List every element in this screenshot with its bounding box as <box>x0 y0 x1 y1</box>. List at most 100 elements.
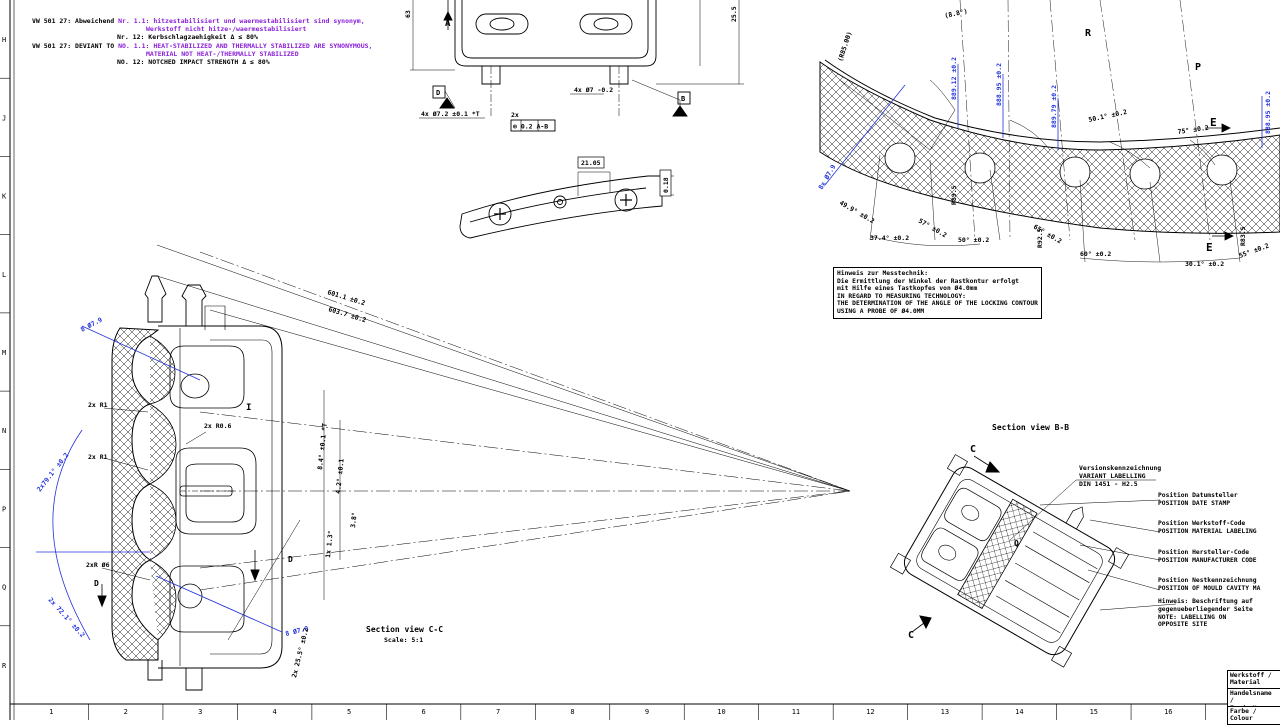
section-cc-scale: Scale: 5:1 <box>384 636 423 644</box>
position-de: Position Datumsteller <box>1158 492 1238 499</box>
hint-line: gegenueberliegender Seite <box>1158 605 1253 613</box>
title-block-material: Werkstoff / Material <box>1228 671 1280 689</box>
zone-letter: Q <box>2 584 6 592</box>
measure-note-line: IN REGARD TO MEASURING TECHNOLOGY: <box>837 292 966 300</box>
column-number: 10 <box>717 708 725 716</box>
dim-889-12: 889.12 ±0.2 <box>950 57 958 100</box>
label-e2: E <box>1206 241 1213 254</box>
dim-r83-5: R83.5 <box>1239 226 1247 246</box>
zone-letter: P <box>2 505 6 513</box>
column-number: 13 <box>941 708 949 716</box>
top-view-labels: 63 25.5 A D B 4x Ø7.2 ±0.1 *T 4x Ø7 -0.2… <box>404 6 738 130</box>
dim-hole-7: 4x Ø7 -0.2 <box>574 86 613 94</box>
label-q: Q <box>1014 539 1019 548</box>
column-number: 5 <box>347 708 351 716</box>
locking-contour-view <box>819 0 1280 263</box>
measure-note-line: USING A PROBE OF Ø4.0MM <box>837 307 925 315</box>
label-b: B <box>681 95 685 103</box>
dim-dia-7-9-top: 8 Ø7.9 <box>79 316 104 334</box>
label-p: P <box>1195 62 1201 73</box>
dim-r89-5: R89.5 <box>950 185 958 205</box>
position-de: Position Nestkennzeichnung <box>1158 577 1257 584</box>
label-d2: D <box>288 555 293 564</box>
deviation-note-de-1: VW 501 27: Abweichend Nr. 1.1: hitzestab… <box>32 17 365 25</box>
label-c2: C <box>908 630 914 641</box>
tb-label-de: Farbe / <box>1230 708 1257 715</box>
ang-75: 75° ±0.2 <box>1177 124 1209 136</box>
column-number: 8 <box>570 708 574 716</box>
clip-detail-view <box>459 171 674 239</box>
dim-8-8: (8.8°) <box>944 7 969 20</box>
dim-888-95: 888.95 ±0.2 <box>995 63 1003 106</box>
ang-2x72-1: 2x 72.1° ±0.2 <box>47 596 87 639</box>
measuring-technique-note: Hinweis zur Messtechnik: Die Ermittlung d… <box>833 267 1042 319</box>
ang-8-4: 8.4° ±0.1 *T <box>316 423 329 471</box>
ang-3-8: 3.8° <box>349 512 359 528</box>
zone-letter: J <box>2 114 6 122</box>
label-r: R <box>1085 28 1092 39</box>
measure-note-line: Hinweis zur Messtechnik: <box>837 270 928 277</box>
clip-detail-labels: 21.05 0.18 <box>577 156 672 197</box>
deviation-note-de-3: Nr. 12: Kerbschlagzaehigkeit Δ ≤ 80% <box>117 33 258 41</box>
dim-2xr-dia-6: 2xR Ø6 <box>86 561 110 569</box>
measure-note-line: Die Ermittlung der Winkel der Rastkontur… <box>837 277 1019 285</box>
dim-63: 63 <box>404 10 412 18</box>
deviation-note-en-1: VW 501 27: DEVIANT TO NO. 1.1: HEAT-STAB… <box>32 42 372 50</box>
zone-letter: N <box>2 427 6 435</box>
position-en: POSITION OF MOULD CAVITY MA <box>1158 584 1261 592</box>
tb-label-en: Colour <box>1230 715 1253 723</box>
column-number-axis: 1234567891011121314151617 <box>49 704 1280 720</box>
labelling-hint-note: Hinweis: Beschriftung auf gegenueberliege… <box>1158 598 1253 629</box>
title-block-colour: Farbe / Colour <box>1228 707 1280 724</box>
dim-2x-r1-b: 2x R1 <box>88 453 108 461</box>
column-number: 4 <box>273 708 277 716</box>
ang-37-4: 37.4° ±0.2 <box>870 234 909 242</box>
column-number: 1 <box>49 708 53 716</box>
dim-0-18: 0.18 <box>662 177 670 193</box>
deviation-note-de-2: Werkstoff nicht hitze-/waermestabilisier… <box>146 25 307 33</box>
tb-label-de: Handelsname / <box>1230 690 1272 705</box>
zone-letter: M <box>2 349 6 357</box>
note-purple-de-1: Nr. 1.1: hitzestabilisiert und waermesta… <box>118 17 365 25</box>
position-en: POSITION MATERIAL LABELING <box>1158 527 1257 535</box>
sheet-frame <box>9 0 1280 720</box>
note-prefix-en: VW 501 27: DEVIANT TO <box>32 42 119 50</box>
position-manufacturer-code: Position Hersteller-Code POSITION MANUFAC… <box>1158 549 1257 565</box>
dim-2x-r1-a: 2x R1 <box>88 401 108 409</box>
ang-2x79-1: 2x79.1° ±0.2 <box>35 451 70 493</box>
label-d: D <box>436 89 440 97</box>
variant-label-en: VARIANT LABELLING <box>1079 472 1146 480</box>
zone-letter: L <box>2 271 6 279</box>
zone-letter-axis: H J K L M N P Q R <box>0 36 10 670</box>
dim-601-1: 601.1 ±0.2 <box>326 288 366 307</box>
column-number: 16 <box>1164 708 1172 716</box>
ang-49-9: 49.9° ±0.2 <box>838 199 876 226</box>
column-number: 14 <box>1015 708 1023 716</box>
ang-1-3: 1x 1.3° <box>324 530 335 558</box>
column-number: 12 <box>866 708 874 716</box>
label-c: C <box>970 444 976 455</box>
tb-label-en: Material <box>1230 679 1261 687</box>
section-cc-title: Section view C-C <box>366 624 443 634</box>
position-date-stamp: Position Datumsteller POSITION DATE STAMP <box>1158 492 1238 508</box>
zone-letter: R <box>2 662 7 670</box>
position-de: Position Werkstoff-Code <box>1158 520 1246 527</box>
zone-letter: K <box>2 193 7 201</box>
dim-888-95b: 888.95 ±0.2 <box>1264 91 1272 134</box>
hint-line: NOTE: LABELLING ON <box>1158 613 1227 621</box>
column-number: 9 <box>645 708 649 716</box>
variant-label-de: Versionskennzeichnung <box>1079 464 1161 472</box>
ang-57: 57° ±0.2 <box>917 217 948 240</box>
label-e: E <box>1210 116 1217 129</box>
dim-603-7: 603.7 ±0.2 <box>327 305 367 324</box>
dim-21-05: 21.05 <box>581 159 601 167</box>
column-number: 3 <box>198 708 202 716</box>
column-number: 6 <box>421 708 425 716</box>
title-block: Werkstoff /Material Handelsname /Trade N… <box>1227 670 1280 725</box>
section-bb-view <box>889 454 1177 668</box>
column-number: 15 <box>1090 708 1098 716</box>
section-bb-title: Section view B-B <box>992 422 1069 432</box>
section-bb-labels: Section view B-B C C Q Versionskennzeich… <box>908 422 1161 641</box>
measure-note-line: THE DETERMINATION OF THE ANGLE OF THE LO… <box>837 300 1038 308</box>
